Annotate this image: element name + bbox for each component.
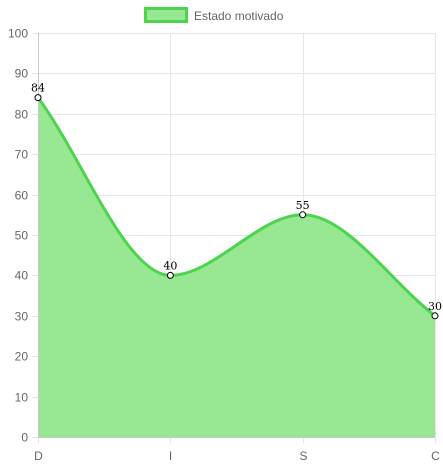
data-label: 40: [163, 259, 177, 272]
legend-label[interactable]: Estado motivado: [194, 9, 284, 23]
y-tick-label: 0: [21, 431, 28, 445]
points: 84 40 55 30: [31, 82, 442, 320]
y-tick-label: 50: [15, 229, 29, 243]
data-label: 30: [428, 300, 442, 313]
x-tick-label: I: [169, 449, 172, 463]
y-tick-label: 80: [15, 108, 29, 122]
data-point[interactable]: [166, 271, 174, 279]
x-tick-label: C: [431, 449, 440, 463]
area-layer: [36, 96, 436, 437]
y-tick-label: 30: [15, 310, 29, 324]
legend-swatch[interactable]: [144, 7, 188, 23]
data-point[interactable]: [299, 211, 307, 219]
x-tick-label: D: [34, 449, 43, 463]
data-label: 84: [31, 82, 45, 95]
y-tick-label: 70: [15, 148, 29, 162]
y-tick-label: 60: [15, 189, 29, 203]
y-tick-label: 20: [15, 350, 29, 364]
series-line: [36, 96, 436, 317]
series-area: [38, 97, 435, 437]
y-tick-label: 90: [15, 67, 29, 81]
data-label: 55: [296, 199, 310, 212]
y-tick-label: 100: [8, 27, 28, 41]
x-tick-label: S: [299, 449, 307, 463]
y-tick-label: 10: [15, 391, 29, 405]
labels: 0 10 20 30 40 50 60 70 80 90 100 D I S C: [8, 27, 440, 464]
data-point[interactable]: [34, 94, 42, 102]
data-point[interactable]: [431, 312, 439, 320]
legend[interactable]: Estado motivado: [144, 7, 284, 24]
y-tick-label: 40: [15, 269, 29, 283]
